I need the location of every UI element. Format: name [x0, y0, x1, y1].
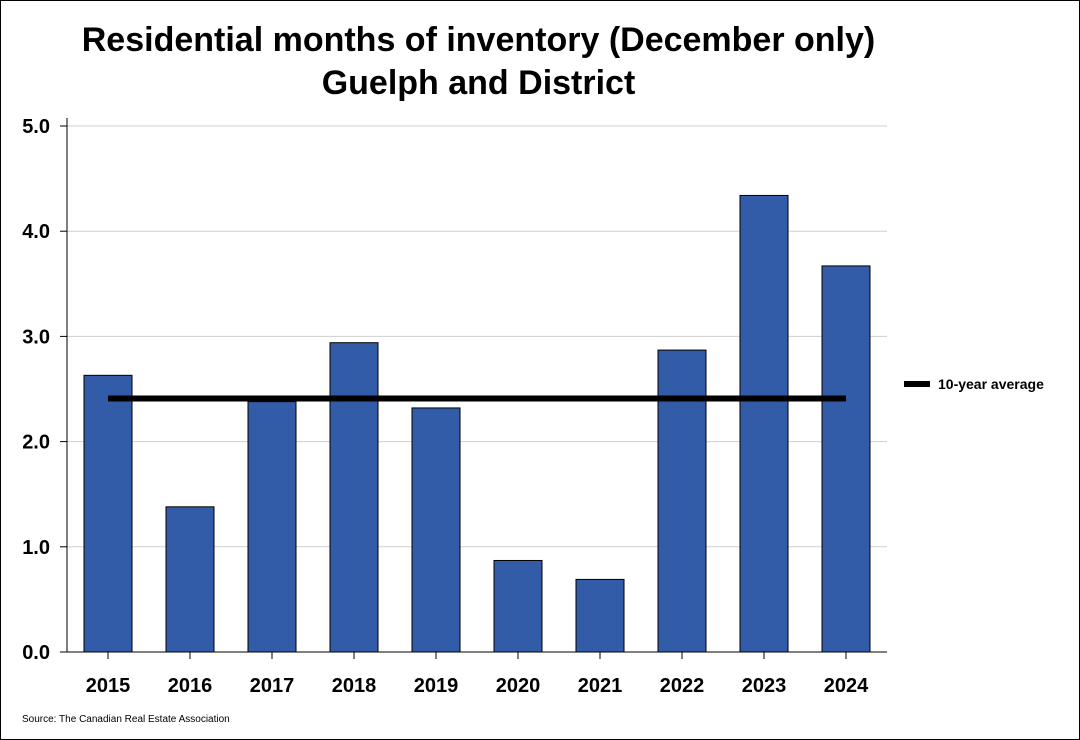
bars: [83, 194, 871, 653]
bar-2015: [83, 374, 133, 653]
x-tick-label: 2024: [824, 675, 869, 697]
x-tick-label: 2020: [496, 675, 541, 697]
x-tick-label: 2023: [742, 675, 787, 697]
bar-2018: [329, 342, 379, 653]
y-tick-label: 0.0: [22, 642, 50, 664]
x-tick-label: 2019: [414, 675, 459, 697]
chart-title: Residential months of inventory (Decembe…: [81, 21, 876, 59]
chart-subtitle: Guelph and District: [321, 64, 636, 102]
y-tick-label: 2.0: [22, 432, 50, 454]
y-tick-label: 1.0: [22, 537, 50, 559]
x-tick-label: 2016: [168, 675, 213, 697]
bar-2019: [411, 407, 461, 653]
x-tick-label: 2021: [578, 675, 623, 697]
bar-2020: [493, 559, 543, 653]
x-tick-label: 2022: [660, 675, 705, 697]
legend: 10-year average: [904, 376, 1044, 392]
bar-2022: [657, 349, 707, 653]
y-tick-label: 5.0: [22, 116, 50, 138]
bar-2024: [821, 265, 871, 653]
bar-2017: [247, 401, 297, 653]
bar-2021: [575, 578, 625, 653]
x-tick-label: 2015: [86, 675, 131, 697]
bar-2023: [739, 194, 789, 653]
bar-2016: [165, 506, 215, 653]
x-tick-label: 2018: [332, 675, 377, 697]
y-tick-label: 3.0: [22, 326, 50, 348]
legend-label: 10-year average: [938, 376, 1044, 392]
x-tick-label: 2017: [250, 675, 295, 697]
y-tick-label: 4.0: [22, 221, 50, 243]
source-note: Source: The Canadian Real Estate Associa…: [22, 714, 230, 725]
axes: 0.0 1.0 2.0 3.0 4.0 5.0 2015 2016 2017 2018 2019 20…: [22, 116, 887, 697]
